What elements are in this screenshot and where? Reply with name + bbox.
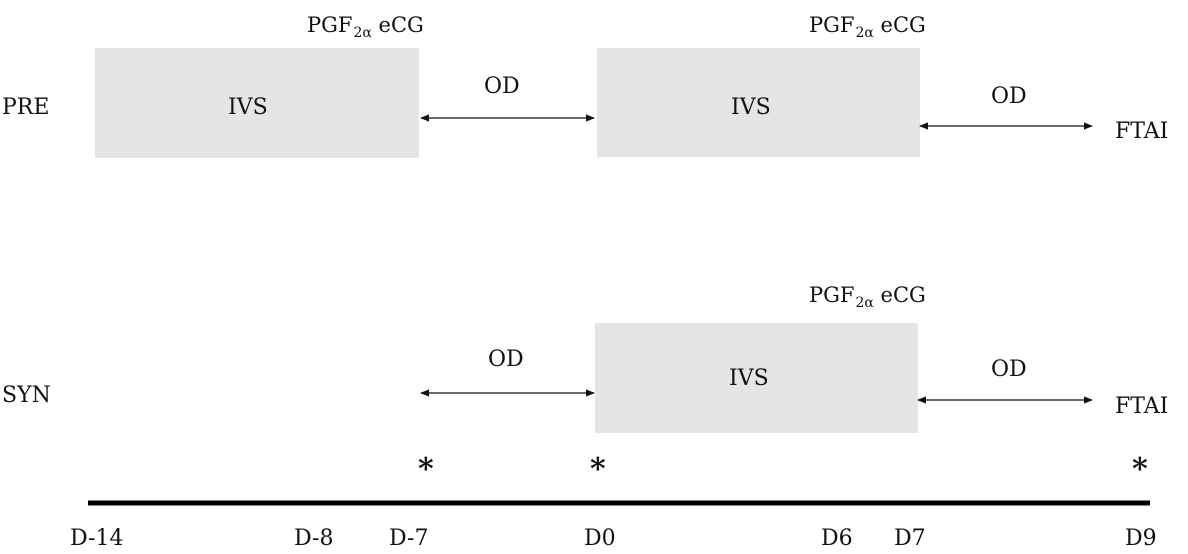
od-label-pre-2: OD <box>991 84 1027 109</box>
day-label-d-14: D-14 <box>70 526 124 551</box>
ivs-box-pre-2 <box>597 48 920 157</box>
day-label-d7: D7 <box>894 526 926 551</box>
od-label-syn-2: OD <box>991 357 1027 382</box>
ivs-label-syn: IVS <box>729 366 769 391</box>
ftai-label-syn: FTAI <box>1115 394 1169 419</box>
day-label-d-8: D-8 <box>294 526 334 551</box>
ivs-box-syn <box>595 323 918 433</box>
day-label-d0: D0 <box>584 526 616 551</box>
ivs-label-pre-1: IVS <box>228 95 268 120</box>
marker-d-7: * <box>418 452 434 487</box>
marker-d0: * <box>590 452 606 487</box>
ftai-label-pre: FTAI <box>1115 119 1169 144</box>
marker-d9: * <box>1132 452 1148 487</box>
day-label-d-7: D-7 <box>389 526 429 551</box>
ivs-box-pre-1 <box>95 48 419 158</box>
ivs-label-pre-2: IVS <box>731 95 771 120</box>
od-label-pre-1: OD <box>484 74 520 99</box>
treatment-header-pre-2: PGF2α eCG <box>809 13 926 41</box>
treatment-header-pre-1: PGF2α eCG <box>307 13 424 41</box>
row-label-pre: PRE <box>2 95 50 120</box>
od-label-syn-1: OD <box>488 347 524 372</box>
treatment-header-syn: PGF2α eCG <box>809 283 926 311</box>
day-label-d9: D9 <box>1125 526 1157 551</box>
day-label-d6: D6 <box>821 526 853 551</box>
row-label-syn: SYN <box>2 383 51 408</box>
